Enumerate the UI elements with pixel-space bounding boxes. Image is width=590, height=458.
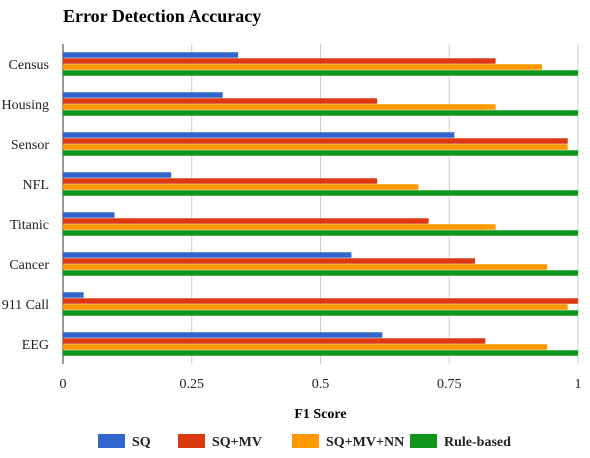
bar-rule-based-sensor	[63, 150, 578, 156]
bar-sq-housing	[63, 92, 223, 98]
bar-sq-mv-nn-sensor	[63, 144, 568, 150]
category-label: Census	[9, 58, 49, 73]
y-axis-labels: Census Housing Sensor NFL Titanic Cancer 911 C…	[2, 58, 50, 353]
bar-rule-based-eeg	[63, 350, 578, 356]
bar-rule-based-cancer	[63, 270, 578, 276]
category-label: NFL	[23, 178, 49, 193]
x-axis-title: F1 Score	[294, 407, 346, 422]
legend-label: Rule-based	[444, 435, 511, 450]
bar-sq-mv-nn-911-call	[63, 304, 568, 310]
legend-label: SQ+MV+NN	[326, 435, 404, 450]
x-tick-label: 0	[60, 377, 67, 392]
category-label: EEG	[22, 338, 49, 353]
bar-rule-based-911-call	[63, 310, 578, 316]
bar-sq-mv-nn-titanic	[63, 224, 496, 230]
bar-sq-mv-911-call	[63, 298, 578, 304]
legend-swatch	[98, 434, 125, 448]
bar-sq-cancer	[63, 252, 352, 258]
category-label: 911 Call	[2, 298, 49, 313]
legend-swatch	[292, 434, 319, 448]
category-label: Titanic	[10, 218, 49, 233]
bar-sq-nfl	[63, 172, 172, 178]
category-label: Cancer	[9, 258, 49, 273]
x-tick-label: 0.75	[437, 377, 462, 392]
legend-label: SQ	[132, 435, 151, 450]
x-tick-label: 0.25	[180, 377, 205, 392]
x-tick-label: 1	[575, 377, 582, 392]
chart-title: Error Detection Accuracy	[63, 6, 261, 26]
legend-item-sq: SQ	[98, 434, 151, 450]
bar-sq-sensor	[63, 132, 455, 138]
x-axis-tick-labels: 0 0.25 0.5 0.75 1	[60, 377, 582, 392]
bar-sq-911-call	[63, 292, 84, 298]
x-tick-label: 0.5	[312, 377, 330, 392]
bar-sq-titanic	[63, 212, 115, 218]
legend-swatch	[410, 434, 437, 448]
bar-sq-mv-eeg	[63, 338, 486, 344]
bar-sq-mv-nn-nfl	[63, 184, 419, 190]
legend-label: SQ+MV	[212, 435, 262, 450]
bar-sq-mv-nfl	[63, 178, 378, 184]
bar-sq-mv-nn-cancer	[63, 264, 548, 270]
bar-sq-mv-titanic	[63, 218, 429, 224]
bar-sq-mv-sensor	[63, 138, 568, 144]
legend: SQ SQ+MV SQ+MV+NN Rule-based	[98, 434, 511, 450]
bar-sq-census	[63, 52, 239, 58]
bar-sq-mv-nn-eeg	[63, 344, 548, 350]
category-label: Housing	[2, 98, 49, 113]
bar-sq-mv-housing	[63, 98, 378, 104]
bar-sq-mv-census	[63, 58, 496, 64]
bar-sq-mv-cancer	[63, 258, 475, 264]
bar-rule-based-housing	[63, 110, 578, 116]
bar-rule-based-titanic	[63, 230, 578, 236]
bar-rule-based-nfl	[63, 190, 578, 196]
legend-swatch	[178, 434, 205, 448]
category-label: Sensor	[11, 138, 49, 153]
bars	[63, 52, 578, 356]
legend-item-rule-based: Rule-based	[410, 434, 511, 450]
legend-item-sq-mv-nn: SQ+MV+NN	[292, 434, 404, 450]
bar-sq-mv-nn-census	[63, 64, 542, 70]
legend-item-sq-mv: SQ+MV	[178, 434, 262, 450]
bar-sq-eeg	[63, 332, 383, 338]
grid-lines	[62, 44, 579, 364]
bar-sq-mv-nn-housing	[63, 104, 496, 110]
bar-rule-based-census	[63, 70, 578, 76]
